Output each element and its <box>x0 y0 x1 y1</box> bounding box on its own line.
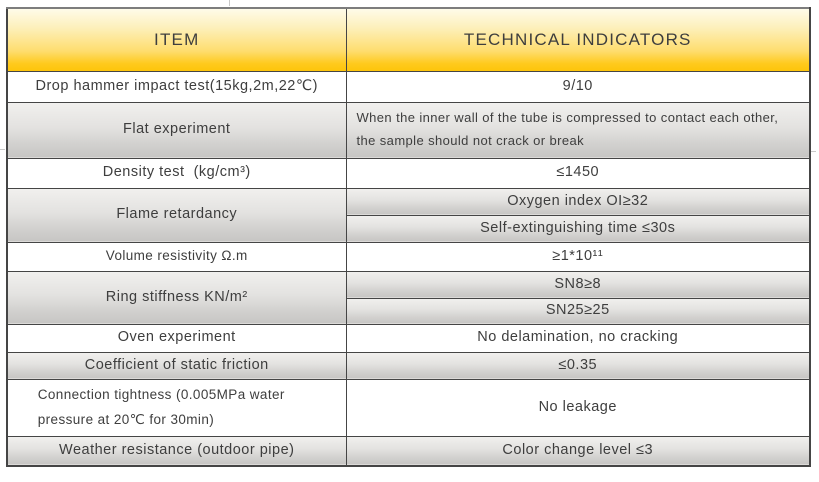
indicator-cell: Oxygen index OI≥32 <box>345 187 811 216</box>
header-indicators: TECHNICAL INDICATORS <box>345 7 811 72</box>
table-row: Coefficient of static friction ≤0.35 <box>6 351 811 380</box>
header-row: ITEM TECHNICAL INDICATORS <box>6 7 811 72</box>
indicator-cell: ≤1450 <box>345 157 811 189</box>
item-cell: Oven experiment <box>6 323 347 353</box>
technical-indicators-table: ITEM TECHNICAL INDICATORS Drop hammer im… <box>6 7 811 467</box>
indicator-cell: When the inner wall of the tube is compr… <box>345 101 811 159</box>
table-header: ITEM TECHNICAL INDICATORS <box>6 7 811 72</box>
item-cell: Flat experiment <box>6 101 347 159</box>
item-cell: Drop hammer impact test(15kg,2m,22℃) <box>6 70 347 103</box>
item-cell: Flame retardancy <box>6 187 347 243</box>
indicator-cell: SN25≥25 <box>345 297 811 325</box>
table-row: Volume resistivity Ω.m ≥1*10¹¹ <box>6 241 811 272</box>
guide-mark-top <box>229 0 230 6</box>
table-row: Self-extinguishing time ≤30s <box>7 214 811 243</box>
indicator-cell: SN8≥8 <box>345 270 811 299</box>
table-body: Drop hammer impact test(15kg,2m,22℃) 9/10… <box>6 70 811 467</box>
indicator-cell: 9/10 <box>345 70 811 103</box>
item-cell: Coefficient of static friction <box>6 351 347 380</box>
table-row: Connection tightness (0.005MPa water pre… <box>6 378 811 437</box>
table-row: SN25≥25 <box>7 297 811 325</box>
indicator-cell: No leakage <box>345 378 811 437</box>
table-row: Drop hammer impact test(15kg,2m,22℃) 9/10 <box>6 70 811 103</box>
guide-mark-right <box>810 151 816 152</box>
table-row: Flame retardancy Oxygen index OI≥32 <box>6 187 811 243</box>
item-cell: Volume resistivity Ω.m <box>6 241 347 272</box>
table-row: Density test (kg/cm³) ≤1450 <box>6 157 811 189</box>
table-row: Flat experiment When the inner wall of th… <box>6 101 811 159</box>
item-cell: Density test (kg/cm³) <box>6 157 347 189</box>
item-text: Connection tightness (0.005MPa water pre… <box>37 387 285 427</box>
table-row: Ring stiffness KN/m² SN8≥8 <box>6 270 811 325</box>
indicator-cell: Self-extinguishing time ≤30s <box>345 214 811 243</box>
item-cell: Connection tightness (0.005MPa water pre… <box>6 378 347 437</box>
item-cell: Ring stiffness KN/m² <box>6 270 347 325</box>
indicator-cell: ≤0.35 <box>345 351 811 380</box>
table-row: Oven experiment No delamination, no crack… <box>6 323 811 353</box>
indicator-cell: ≥1*10¹¹ <box>345 241 811 272</box>
table-row: Weather resistance (outdoor pipe) Color c… <box>6 435 811 467</box>
indicator-cell: Color change level ≤3 <box>345 435 811 467</box>
guide-mark-left <box>0 149 5 150</box>
item-cell: Weather resistance (outdoor pipe) <box>6 435 347 467</box>
header-item: ITEM <box>6 7 347 72</box>
indicator-cell: No delamination, no cracking <box>345 323 811 353</box>
